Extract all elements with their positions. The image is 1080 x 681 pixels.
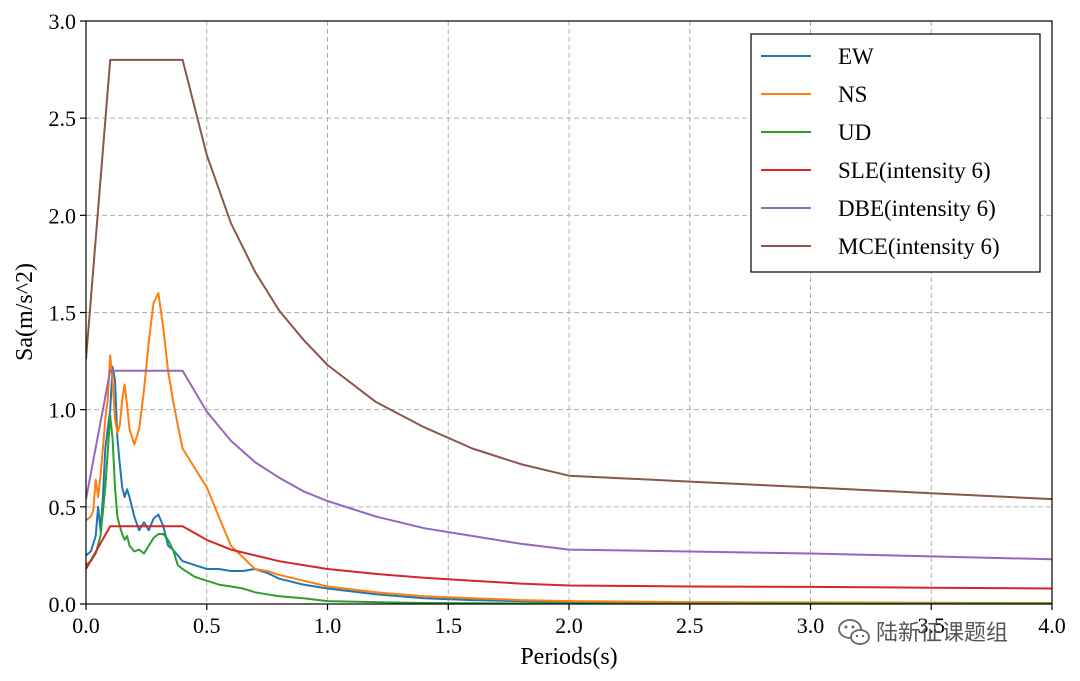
x-tick-label: 0.5 xyxy=(193,613,221,638)
series-group xyxy=(86,58,1052,604)
x-tick-label: 1.5 xyxy=(435,613,463,638)
wechat-icon xyxy=(838,619,870,645)
series-line-1 xyxy=(86,292,1052,604)
series-line-2 xyxy=(86,414,1052,604)
series-line-3 xyxy=(86,525,1052,590)
watermark: 陆新征课题组 xyxy=(838,619,1008,646)
legend-label: EW xyxy=(838,44,874,69)
x-tick-label: 2.0 xyxy=(555,613,583,638)
series-line-5 xyxy=(86,58,1052,501)
x-tick-label: 0.0 xyxy=(72,613,100,638)
x-axis-label: Periods(s) xyxy=(520,644,617,670)
y-tick-label: 1.5 xyxy=(49,301,77,326)
y-tick-label: 0.0 xyxy=(49,592,77,617)
y-tick-label: 1.0 xyxy=(49,398,77,423)
legend-label: DBE(intensity 6) xyxy=(838,196,996,221)
legend-label: MCE(intensity 6) xyxy=(838,234,1000,259)
legend-box xyxy=(750,33,1041,273)
x-tick-label: 2.5 xyxy=(676,613,704,638)
x-tick-label: 3.0 xyxy=(797,613,825,638)
x-tick-label: 4.0 xyxy=(1038,613,1066,638)
x-tick-label: 3.5 xyxy=(918,613,946,638)
legend-label: UD xyxy=(838,120,871,145)
y-tick-label: 2.0 xyxy=(49,203,77,228)
y-axis-label: Sa(m/s^2) xyxy=(12,263,38,361)
legend-label: NS xyxy=(838,82,867,107)
axis-ticks: 0.0 0.5 1.0 1.5 2.0 2.5 3.0 3.5 4.0 0.0 0.5 1.0 1.5 2… xyxy=(49,9,1066,638)
legend: EW NS UD SLE(intensity 6) DBE(intensity 6) MC… xyxy=(750,33,1041,273)
y-tick-label: 3.0 xyxy=(49,9,77,34)
legend-label: SLE(intensity 6) xyxy=(838,158,991,183)
series-line-4 xyxy=(86,369,1052,561)
x-tick-label: 1.0 xyxy=(314,613,342,638)
y-tick-label: 2.5 xyxy=(49,106,77,131)
y-tick-label: 0.5 xyxy=(49,495,77,520)
watermark-text: 陆新征课题组 xyxy=(876,621,1008,646)
